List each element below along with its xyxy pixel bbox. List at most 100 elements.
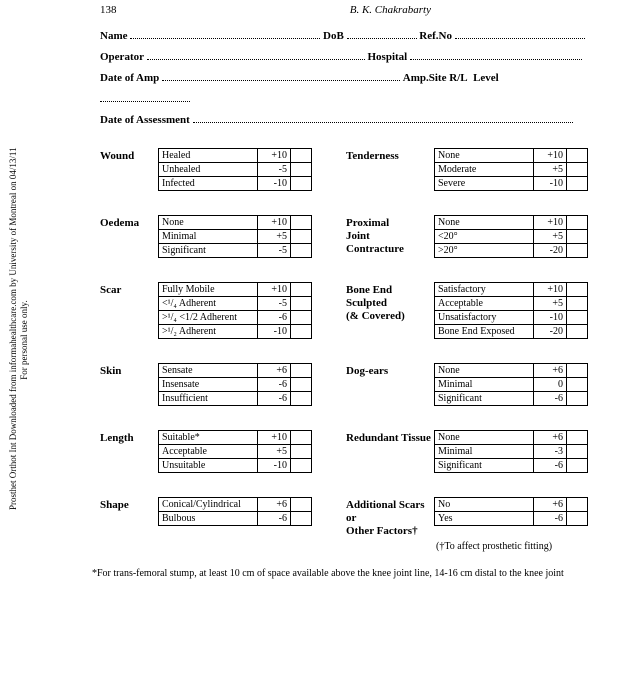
cell-desc: Suitable* [159, 431, 258, 445]
bone-label: Bone End Sculpted (& Covered) [346, 282, 434, 322]
cell-box[interactable] [567, 149, 588, 163]
page-header: 138 B. K. Chakrabarty [100, 4, 591, 16]
wound-label: Wound [100, 148, 158, 163]
hospital-field[interactable] [410, 50, 582, 60]
table-row: Conical/Cylindrical+6 [159, 498, 312, 512]
name-field[interactable] [130, 29, 320, 39]
shape-label: Shape [100, 497, 158, 512]
cell-desc: Infected [159, 177, 258, 191]
cell-box[interactable] [567, 431, 588, 445]
cell-val: -10 [258, 459, 291, 473]
cell-box[interactable] [291, 216, 312, 230]
level-field[interactable] [100, 92, 190, 102]
cell-box[interactable] [291, 297, 312, 311]
name-label: Name [100, 30, 128, 42]
cell-desc: Severe [435, 177, 534, 191]
additional-label: Additional Scars or Other Factors† [346, 497, 434, 537]
cell-box[interactable] [567, 364, 588, 378]
col-shape: Shape Conical/Cylindrical+6 Bulbous-6 [100, 497, 346, 526]
table-row: >¹/₄ <1/2 Adherent-6 [159, 311, 312, 325]
cell-val: -10 [534, 311, 567, 325]
cell-box[interactable] [291, 325, 312, 339]
redundant-label: Redundant Tissue [346, 430, 434, 445]
dogears-table: None+6 Minimal0 Significant-6 [434, 363, 588, 406]
cell-val: -10 [534, 177, 567, 191]
cell-box[interactable] [291, 163, 312, 177]
table-row: Unhealed-5 [159, 163, 312, 177]
cell-box[interactable] [567, 512, 588, 526]
cell-box[interactable] [567, 177, 588, 191]
cell-val: +5 [534, 163, 567, 177]
cell-val: 0 [534, 378, 567, 392]
bone-label-l1: Bone End [346, 284, 392, 296]
cell-val: -6 [534, 459, 567, 473]
cell-box[interactable] [567, 311, 588, 325]
cell-desc: Bone End Exposed [435, 325, 534, 339]
cell-box[interactable] [567, 325, 588, 339]
cell-val: +6 [534, 498, 567, 512]
cell-box[interactable] [291, 230, 312, 244]
cell-box[interactable] [291, 498, 312, 512]
cell-box[interactable] [291, 149, 312, 163]
pjc-label-l2: Joint [346, 230, 370, 242]
side-note-line1: Prosthet Orthot Int Downloaded from info… [8, 147, 18, 510]
cell-box[interactable] [567, 498, 588, 512]
section-length-redundant: Length Suitable*+10 Acceptable+5 Unsuita… [100, 430, 591, 473]
cell-box[interactable] [567, 392, 588, 406]
meta-line-operator: Operator Hospital [100, 47, 591, 68]
cell-box[interactable] [291, 378, 312, 392]
table-row: Significant-6 [435, 392, 588, 406]
oedema-table: None+10 Minimal+5 Significant-5 [158, 215, 312, 258]
cell-box[interactable] [567, 378, 588, 392]
cell-box[interactable] [291, 512, 312, 526]
col-wound: Wound Healed+10 Unhealed-5 Infected-10 [100, 148, 346, 191]
table-row: None+6 [435, 431, 588, 445]
bone-label-l2: Sculpted [346, 297, 387, 309]
cell-desc: Significant [435, 459, 534, 473]
col-additional: Additional Scars or Other Factors† No+6 … [346, 497, 591, 537]
operator-label: Operator [100, 51, 144, 63]
cell-desc: Acceptable [159, 445, 258, 459]
cell-box[interactable] [291, 244, 312, 258]
cell-box[interactable] [291, 392, 312, 406]
table-row: Yes-6 [435, 512, 588, 526]
skin-label: Skin [100, 363, 158, 378]
level-label: Level [473, 72, 499, 84]
cell-box[interactable] [567, 283, 588, 297]
cell-box[interactable] [291, 445, 312, 459]
cell-val: -6 [258, 392, 291, 406]
cell-box[interactable] [291, 364, 312, 378]
cell-box[interactable] [291, 283, 312, 297]
table-row: Severe-10 [435, 177, 588, 191]
table-row: None+10 [435, 149, 588, 163]
ref-field[interactable] [455, 29, 585, 39]
cell-desc: Insufficient [159, 392, 258, 406]
oedema-label: Oedema [100, 215, 158, 230]
cell-box[interactable] [567, 216, 588, 230]
dob-field[interactable] [347, 29, 417, 39]
bottom-footnote-cut: *For trans-femoral stump, at least 10 cm… [92, 568, 591, 579]
cell-desc: Significant [159, 244, 258, 258]
cell-desc: Unhealed [159, 163, 258, 177]
cell-box[interactable] [567, 445, 588, 459]
cell-val: +5 [258, 445, 291, 459]
cell-box[interactable] [567, 230, 588, 244]
tenderness-label: Tenderness [346, 148, 434, 163]
cell-box[interactable] [291, 459, 312, 473]
additional-label-l2: Other Factors† [346, 525, 418, 537]
cell-box[interactable] [567, 459, 588, 473]
cell-box[interactable] [291, 177, 312, 191]
table-row: None+10 [159, 216, 312, 230]
date-amp-field[interactable] [162, 71, 400, 81]
cell-box[interactable] [567, 297, 588, 311]
date-assess-field[interactable] [193, 113, 573, 123]
cell-val: -6 [258, 378, 291, 392]
cell-val: -20 [534, 325, 567, 339]
operator-field[interactable] [147, 50, 365, 60]
cell-box[interactable] [291, 431, 312, 445]
cell-box[interactable] [567, 163, 588, 177]
cell-box[interactable] [291, 311, 312, 325]
pjc-label-l1: Proximal [346, 217, 389, 229]
cell-val: +10 [258, 149, 291, 163]
cell-box[interactable] [567, 244, 588, 258]
